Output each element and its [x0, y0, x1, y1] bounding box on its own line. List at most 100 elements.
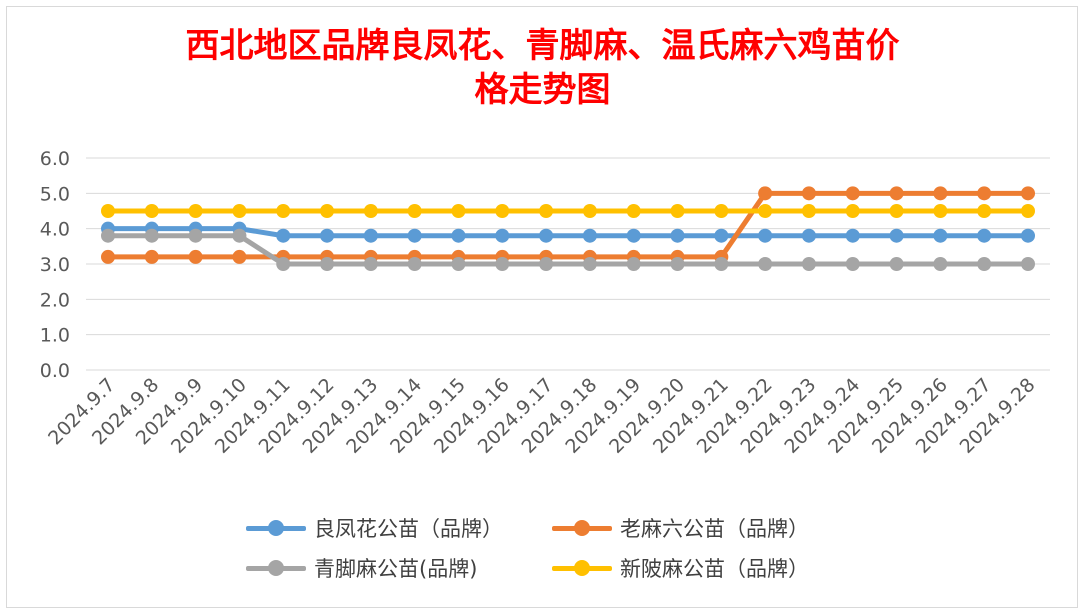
data-point: [539, 257, 554, 271]
data-point: [144, 204, 159, 218]
data-point: [1021, 257, 1035, 271]
data-point: [451, 257, 466, 271]
chart-title-line2: 格走势图: [474, 70, 611, 110]
data-point: [758, 204, 773, 218]
data-point: [1021, 204, 1035, 218]
y-tick-label: 3.0: [40, 254, 70, 276]
data-point: [977, 257, 992, 271]
data-point: [495, 228, 510, 243]
data-point: [933, 186, 948, 201]
data-point: [889, 186, 904, 201]
data-point: [276, 204, 291, 218]
series-line: [105, 226, 1031, 239]
data-point: [232, 249, 247, 264]
data-point: [101, 249, 115, 264]
data-point: [845, 186, 860, 201]
data-point: [933, 228, 948, 243]
data-point: [933, 257, 948, 271]
data-point: [363, 257, 378, 271]
data-point: [232, 228, 247, 243]
data-point: [845, 257, 860, 271]
data-point: [801, 186, 816, 201]
y-tick-label: 0.0: [40, 360, 70, 382]
legend-label: 新陂麻公苗（品牌）: [620, 557, 809, 581]
legend-swatch: [550, 518, 614, 538]
data-point: [758, 186, 773, 201]
series-line: [105, 233, 1031, 267]
legend-label: 良凤花公苗（品牌）: [314, 517, 503, 541]
data-point: [889, 204, 904, 218]
legend-item-liangfenghua: 良凤花公苗（品牌）: [244, 510, 503, 546]
data-point: [582, 228, 597, 243]
legend-swatch: [244, 558, 308, 578]
legend-item-laomaliu: 老麻六公苗（品牌）: [550, 510, 809, 546]
data-point: [276, 228, 291, 243]
data-point: [407, 204, 422, 218]
y-tick-label: 5.0: [40, 183, 70, 205]
data-point: [363, 204, 378, 218]
data-point: [188, 249, 203, 264]
data-point: [101, 228, 115, 243]
data-point: [1021, 228, 1035, 243]
data-point: [451, 228, 466, 243]
data-point: [188, 204, 203, 218]
data-point: [889, 228, 904, 243]
data-point: [539, 204, 554, 218]
y-tick-label: 4.0: [40, 219, 70, 241]
legend-item-xinpima: 新陂麻公苗（品牌）: [550, 550, 809, 586]
data-point: [320, 228, 335, 243]
data-point: [495, 204, 510, 218]
data-point: [582, 257, 597, 271]
data-point: [232, 204, 247, 218]
y-tick-label: 1.0: [40, 325, 70, 347]
data-point: [801, 257, 816, 271]
data-point: [977, 204, 992, 218]
data-point: [495, 257, 510, 271]
data-point: [714, 228, 729, 243]
legend-swatch: [244, 518, 308, 538]
data-point: [363, 228, 378, 243]
data-point: [889, 257, 904, 271]
y-tick-label: 6.0: [40, 148, 70, 170]
data-point: [670, 257, 685, 271]
data-point: [582, 204, 597, 218]
data-point: [977, 228, 992, 243]
legend: 良凤花公苗（品牌） 老麻六公苗（品牌） 青脚麻公苗(品牌) 新陂麻公苗（品牌）: [230, 510, 870, 590]
data-point: [539, 228, 554, 243]
chart-title-line1: 西北地区品牌良凤花、青脚麻、温氏麻六鸡苗价: [185, 26, 900, 66]
data-point: [626, 204, 641, 218]
data-point: [407, 228, 422, 243]
data-point: [714, 204, 729, 218]
data-point: [276, 257, 291, 271]
data-point: [845, 204, 860, 218]
data-point: [451, 204, 466, 218]
data-point: [101, 204, 115, 218]
data-point: [801, 228, 816, 243]
data-point: [320, 257, 335, 271]
data-point: [933, 204, 948, 218]
chart-title: 西北地区品牌良凤花、青脚麻、温氏麻六鸡苗价 格走势图: [0, 24, 1085, 112]
data-point: [320, 204, 335, 218]
legend-swatch: [550, 558, 614, 578]
data-point: [977, 186, 992, 201]
series-line: [105, 190, 1031, 260]
data-point: [144, 249, 159, 264]
legend-label: 青脚麻公苗(品牌): [314, 557, 478, 581]
data-point: [845, 228, 860, 243]
data-point: [670, 228, 685, 243]
legend-item-qingjiaoma: 青脚麻公苗(品牌): [244, 550, 477, 586]
data-point: [714, 257, 729, 271]
data-point: [626, 228, 641, 243]
data-point: [758, 257, 773, 271]
data-point: [758, 228, 773, 243]
data-point: [801, 204, 816, 218]
legend-label: 老麻六公苗（品牌）: [620, 517, 809, 541]
chart-frame: [6, 6, 1078, 608]
data-point: [626, 257, 641, 271]
data-point: [670, 204, 685, 218]
data-point: [144, 228, 159, 243]
data-point: [188, 228, 203, 243]
data-point: [407, 257, 422, 271]
y-tick-label: 2.0: [40, 289, 70, 311]
